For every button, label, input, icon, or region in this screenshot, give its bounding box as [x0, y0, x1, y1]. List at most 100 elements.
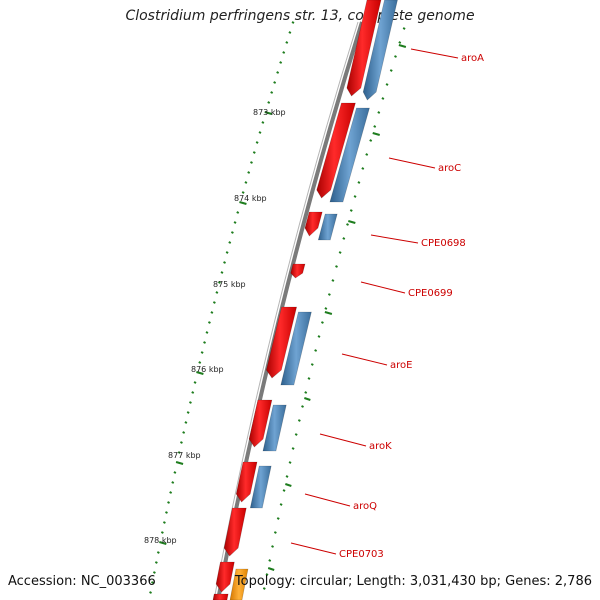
- scale-tick: [167, 501, 170, 504]
- feature-tick: [377, 111, 381, 114]
- feature-tick: [324, 307, 328, 310]
- feature-tick: [353, 195, 357, 198]
- scale-tick: [270, 91, 274, 94]
- feature-tick: [389, 69, 393, 72]
- feature-tick: [402, 27, 406, 30]
- feature-tick: [288, 461, 292, 464]
- scale-tick: [193, 381, 197, 384]
- cds-partial: [215, 561, 235, 593]
- scale-tick: [273, 81, 277, 84]
- cds-aroA-rev: [362, 0, 398, 101]
- scale-tick: [236, 211, 240, 214]
- cds-aroA: [346, 0, 382, 97]
- scale-tick: [188, 401, 192, 404]
- feature-tick: [373, 125, 377, 128]
- feature-tick: [327, 293, 331, 296]
- gene-label-aroA[interactable]: aroA: [461, 53, 484, 64]
- gene-label-aroE[interactable]: aroE: [390, 360, 412, 371]
- scale-tick: [225, 251, 229, 254]
- scale-tick: [241, 191, 245, 194]
- feature-tick: [294, 433, 298, 436]
- scale-tick: [203, 341, 206, 344]
- scale-tick: [200, 351, 204, 354]
- feature-tick: [342, 237, 346, 240]
- scale-tick: [285, 41, 289, 44]
- feature-tick: [317, 335, 321, 338]
- feature-tick: [297, 419, 301, 422]
- scale-tick: [279, 61, 283, 64]
- scale-tick-major: [175, 461, 184, 465]
- gene-label-aroC[interactable]: aroC: [438, 163, 461, 174]
- scale-tick: [156, 551, 160, 554]
- scale-tick: [173, 471, 177, 474]
- scale-tick: [165, 511, 168, 514]
- cds-CPE0698: [304, 211, 323, 237]
- scale-tick: [177, 451, 181, 454]
- gene-label-CPE0698[interactable]: CPE0698: [421, 238, 466, 249]
- scale-tick: [233, 221, 237, 224]
- gene-label-aroK[interactable]: aroK: [369, 441, 392, 452]
- scale-tick: [198, 361, 202, 364]
- feature-tick: [314, 349, 318, 352]
- feature-tick: [271, 545, 274, 548]
- feature-tick: [349, 209, 353, 212]
- feature-tick: [262, 587, 266, 590]
- scale-tick: [252, 151, 256, 154]
- scale-label-877: 877 kbp: [168, 451, 201, 460]
- scale-tick: [255, 141, 259, 144]
- feature-tick: [381, 97, 385, 100]
- scale-tick: [151, 581, 154, 584]
- gene-label-CPE0699[interactable]: CPE0699: [408, 288, 453, 299]
- feature-tick: [394, 55, 397, 58]
- cds-aroQ: [235, 461, 258, 503]
- scale-label-876: 876 kbp: [191, 365, 224, 374]
- feature-tick-major: [348, 220, 356, 224]
- scale-tick: [261, 121, 265, 124]
- cds-aroE-rev: [280, 311, 312, 386]
- scale-label-874: 874 kbp: [234, 194, 267, 203]
- scale-tick: [244, 181, 248, 184]
- gene-label-CPE0703[interactable]: CPE0703: [339, 549, 384, 560]
- scale-tick: [291, 21, 295, 24]
- scale-tick: [267, 101, 271, 104]
- accession-text: Accession: NC_003366: [8, 574, 156, 589]
- scale-label-878: 878 kbp: [144, 536, 177, 545]
- feature-tick-major: [398, 44, 407, 48]
- feature-tick: [357, 181, 361, 184]
- scale-tick: [186, 411, 190, 414]
- rna-feature: [229, 568, 249, 600]
- scale-tick: [210, 311, 214, 314]
- scale-tick-major: [264, 111, 273, 115]
- scale-tick: [282, 51, 286, 54]
- cds-aroQ-rev: [249, 465, 272, 509]
- cds-aroE: [266, 306, 298, 379]
- scale-tick: [154, 561, 158, 564]
- feature-ticks: [262, 27, 407, 590]
- scale-tick: [162, 521, 166, 524]
- cds-CPE0703: [223, 507, 247, 557]
- gene-label-aroQ[interactable]: aroQ: [353, 501, 377, 512]
- scale-tick-major: [159, 541, 167, 545]
- scale-tick: [160, 531, 164, 534]
- cds-partial-2: [212, 593, 229, 600]
- scale-tick: [169, 491, 173, 494]
- scale-label-873: 873 kbp: [253, 108, 286, 117]
- scale-tick: [258, 131, 262, 134]
- feature-tick: [282, 489, 286, 492]
- scale-tick: [230, 231, 234, 234]
- feature-tick: [268, 559, 272, 562]
- scale-tick: [220, 271, 224, 274]
- scale-tick: [212, 301, 216, 304]
- feature-tick: [320, 321, 324, 324]
- feature-tick: [338, 251, 342, 254]
- feature-tick: [265, 573, 269, 576]
- scale-tick: [152, 571, 156, 574]
- feature-tick: [335, 265, 338, 268]
- cds-aroC-rev: [329, 107, 370, 203]
- cds-aroK-rev: [262, 404, 287, 452]
- scale-tick: [191, 391, 195, 394]
- scale-label-875: 875 kbp: [213, 280, 246, 289]
- feature-tick: [361, 167, 365, 170]
- scale-tick: [247, 171, 251, 174]
